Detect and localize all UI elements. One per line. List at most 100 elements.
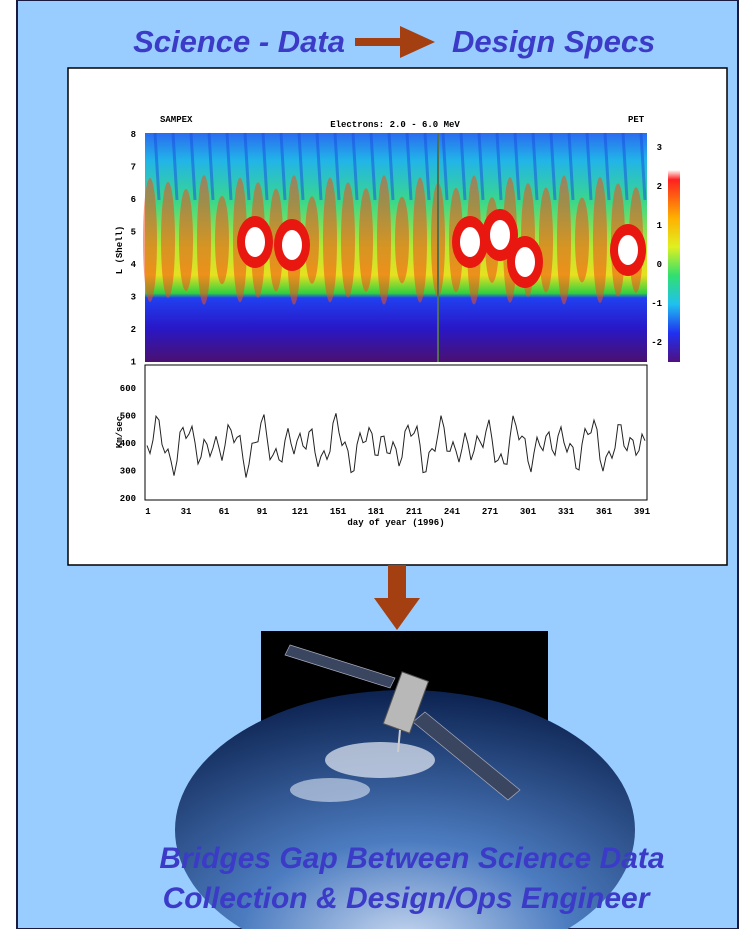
x-tick-label: 271 [482, 507, 499, 517]
colorbar [668, 170, 680, 362]
spectral-band [197, 175, 211, 305]
spectral-streak [477, 132, 485, 201]
spectral-streak [441, 132, 449, 201]
colorbar-tick-label: -2 [651, 338, 662, 348]
spectral-streak [603, 132, 611, 201]
top-y-tick-label: 3 [131, 293, 136, 303]
figure-title: Electrons: 2.0 - 6.0 MeV [330, 120, 460, 130]
top-y-tick-label: 2 [131, 325, 136, 335]
saturated-spot [282, 230, 302, 260]
saturated-spot [460, 227, 480, 257]
spectral-streak [459, 132, 467, 201]
spectral-band [575, 197, 589, 283]
title-left: Science - Data [133, 24, 345, 59]
spectral-band [557, 175, 571, 305]
top-y-tick-label: 8 [131, 130, 136, 140]
spectral-band [323, 177, 337, 303]
x-tick-label: 181 [368, 507, 385, 517]
spectral-streak [549, 132, 557, 201]
x-tick-label: 391 [634, 507, 651, 517]
x-tick-label: 31 [181, 507, 192, 517]
x-tick-label: 331 [558, 507, 575, 517]
spectral-streak [369, 132, 377, 201]
spectrogram-features [143, 132, 647, 305]
spectral-streak [189, 132, 197, 201]
saturated-spot [618, 235, 638, 265]
top-y-tick-label: 4 [131, 260, 137, 270]
spectral-band [539, 187, 553, 293]
colorbar-tick-label: -1 [651, 299, 662, 309]
spectral-streak [405, 132, 413, 201]
colorbar-tick-label: 3 [657, 143, 662, 153]
colorbar-tick-label: 2 [657, 182, 662, 192]
top-y-tick-label: 7 [131, 163, 136, 173]
spectral-band [179, 189, 193, 291]
spectral-band [377, 175, 391, 305]
spectral-streak [351, 132, 359, 201]
spectral-streak [639, 132, 647, 201]
x-tick-label: 91 [257, 507, 268, 517]
colorbar-tick-label: 0 [657, 260, 662, 270]
spectral-streak [531, 132, 539, 201]
spectral-streak [585, 132, 593, 201]
x-tick-label: 61 [219, 507, 230, 517]
spectral-streak [495, 132, 503, 201]
x-tick-label: 361 [596, 507, 613, 517]
x-tick-label: 151 [330, 507, 347, 517]
satellite-image [175, 631, 635, 934]
spectral-band [413, 177, 427, 303]
bottom-y-tick-label: 500 [120, 412, 136, 422]
spectral-band [215, 195, 229, 285]
spectral-streak [333, 132, 341, 201]
bottom-y-tick-label: 600 [120, 384, 136, 394]
bottom-ylabel: Km/sec [115, 416, 125, 448]
spectral-streak [261, 132, 269, 201]
spectral-band [341, 182, 355, 298]
spectral-streak [207, 132, 215, 201]
spectral-streak [315, 132, 323, 201]
spectral-band [143, 178, 157, 302]
x-tick-label: 211 [406, 507, 423, 517]
x-label: day of year (1996) [347, 518, 444, 528]
speed-trace [146, 413, 646, 478]
top-y-tick-label: 5 [131, 228, 136, 238]
spectral-streak [243, 132, 251, 201]
line-plot-frame [144, 364, 648, 501]
x-tick-label: 241 [444, 507, 461, 517]
bottom-y-tick-label: 200 [120, 494, 136, 504]
instrument: SAMPEX [160, 115, 193, 125]
spectral-streak [297, 132, 305, 201]
spectral-streak [423, 132, 431, 201]
arrow-right [355, 26, 435, 58]
spectral-streak [621, 132, 629, 201]
colorbar-tick-label: 1 [657, 221, 663, 231]
spectral-streak [153, 132, 161, 201]
spectral-streak [513, 132, 521, 201]
saturated-spot [515, 247, 535, 277]
saturated-spot [490, 220, 510, 250]
top-ylabel: L (Shell) [115, 226, 125, 275]
spectral-band [161, 181, 175, 299]
saturated-spot [245, 227, 265, 257]
top-y-tick-label: 1 [131, 358, 137, 368]
caption-line-2: Collection & Design/Ops Engineer [163, 882, 652, 915]
spectral-streak [387, 132, 395, 201]
title-right: Design Specs [452, 24, 655, 59]
spectral-streak [171, 132, 179, 201]
spectral-streak [567, 132, 575, 201]
spectral-streak [225, 132, 233, 201]
top-y-tick-label: 6 [131, 195, 136, 205]
x-tick-label: 121 [292, 507, 309, 517]
spectral-band [395, 196, 409, 284]
spectral-band [305, 196, 319, 284]
bottom-y-tick-label: 300 [120, 467, 136, 477]
spectral-streak [279, 132, 287, 201]
arrow-down [374, 565, 420, 630]
caption-line-1: Bridges Gap Between Science Data [159, 842, 664, 875]
x-tick-label: 1 [145, 507, 151, 517]
x-tick-label: 301 [520, 507, 537, 517]
spectral-band [359, 188, 373, 292]
spectral-band [593, 177, 607, 303]
figure-tag: PET [628, 115, 645, 125]
